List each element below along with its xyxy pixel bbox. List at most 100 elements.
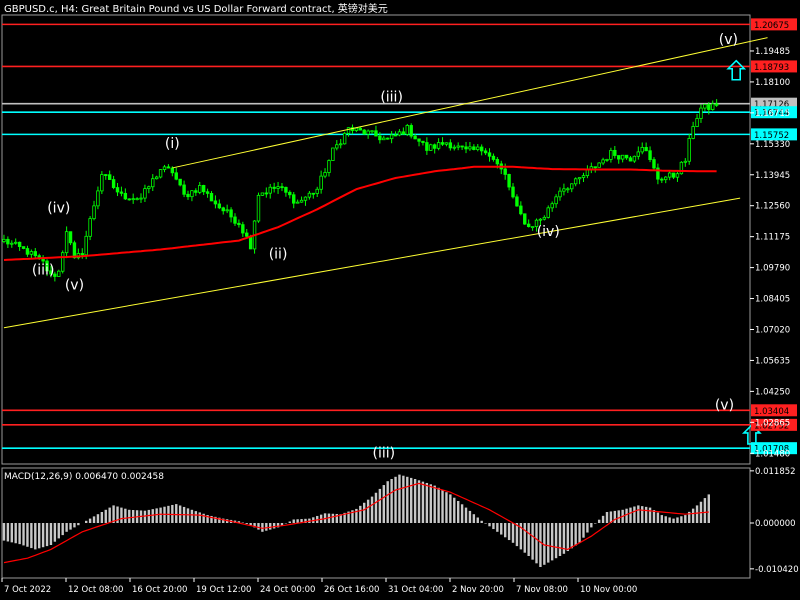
level-label: 1.16744 <box>754 109 789 119</box>
wave-label: (v) <box>65 278 84 294</box>
wave-label: (iii) <box>32 263 55 279</box>
candle-body <box>96 190 100 207</box>
candle-body <box>315 188 319 194</box>
wave-label: (v) <box>719 32 738 48</box>
candle-body <box>452 146 456 149</box>
candle-body <box>374 130 378 137</box>
wave-label: (iii) <box>372 445 395 461</box>
candle-body <box>327 160 331 173</box>
candle-body <box>335 144 339 149</box>
candle-body <box>526 223 531 228</box>
candle-body <box>225 209 229 212</box>
candle-body <box>29 251 34 255</box>
candle-body <box>299 199 304 203</box>
level-label: 1.20675 <box>754 21 789 31</box>
x-tick-label: 7 Nov 08:00 <box>516 585 568 595</box>
candle-body <box>413 135 417 140</box>
candle-body <box>624 154 629 159</box>
level-label: 1.02752 <box>754 421 789 431</box>
candle-body <box>464 146 468 150</box>
candle-body <box>703 104 707 109</box>
candle-body <box>147 186 151 189</box>
candle-body <box>10 242 14 245</box>
candle-body <box>679 161 684 175</box>
candle-body <box>562 188 566 192</box>
candle-body <box>393 134 398 137</box>
candle-body <box>68 231 73 244</box>
candle-body <box>386 137 390 140</box>
candle-body <box>80 253 84 256</box>
candle-body <box>60 252 65 272</box>
y-tick-label: 1.08405 <box>755 295 790 305</box>
candle-body <box>460 145 464 148</box>
candle-body <box>542 216 547 220</box>
wave-label: (ii) <box>269 246 288 262</box>
x-tick-label: 7 Oct 2022 <box>4 585 51 595</box>
candle-body <box>667 172 672 178</box>
candle-body <box>280 186 284 189</box>
candle-body <box>405 125 409 135</box>
candle-body <box>158 169 163 178</box>
candle-body <box>617 155 621 160</box>
candle-body <box>33 251 37 257</box>
x-tick-label: 24 Oct 00:00 <box>260 585 315 595</box>
candle-body <box>573 178 578 185</box>
candle-body <box>151 178 155 188</box>
candle-body <box>519 205 523 215</box>
candle-body <box>707 104 711 110</box>
y-tick-label: 1.16715 <box>755 109 790 119</box>
candle-body <box>311 192 316 195</box>
candle-body <box>182 184 186 195</box>
moving-average-line <box>3 165 717 261</box>
candle-body <box>687 138 691 162</box>
candle-body <box>104 174 108 176</box>
candle-body <box>389 134 394 140</box>
candle-body <box>366 130 370 135</box>
candle-body <box>53 273 57 277</box>
level-tag <box>751 128 797 141</box>
candle-body <box>503 168 507 175</box>
level-label: 1.01708 <box>754 445 789 455</box>
candle-body <box>620 154 625 160</box>
candle-body <box>515 196 519 207</box>
candle-body <box>119 191 124 194</box>
y-tick-label: 1.18100 <box>755 78 790 88</box>
candle-body <box>14 241 18 244</box>
candle-body <box>382 137 386 141</box>
candle-body <box>691 126 695 139</box>
candle-body <box>17 241 22 248</box>
candle-body <box>652 159 656 169</box>
candle-body <box>378 135 382 141</box>
candle-body <box>213 200 218 205</box>
candle-body <box>397 131 402 136</box>
candle-body <box>714 103 719 106</box>
candle-body <box>346 127 351 134</box>
candle-body <box>472 146 476 150</box>
wave-label: (iii) <box>380 90 403 106</box>
candle-body <box>72 242 77 259</box>
candle-body <box>683 160 688 163</box>
candle-body <box>358 127 362 131</box>
candle-body <box>429 144 433 151</box>
up-arrow-icon <box>726 59 747 81</box>
candle-body <box>605 158 609 161</box>
level-tag <box>751 18 797 31</box>
x-tick-label: 12 Oct 08:00 <box>68 585 123 595</box>
candle-body <box>585 169 590 177</box>
candle-body <box>154 176 159 180</box>
candle-body <box>131 198 135 201</box>
candle-body <box>417 138 421 142</box>
level-tag <box>751 60 797 73</box>
candle-body <box>45 260 49 272</box>
candle-body <box>660 178 664 181</box>
wave-label: (iv) <box>47 201 70 217</box>
candle-body <box>577 177 582 180</box>
y-tick-label: 1.04250 <box>755 387 790 397</box>
candle-body <box>664 176 668 181</box>
candle-body <box>476 146 480 150</box>
candle-body <box>237 222 241 226</box>
candle-body <box>609 149 613 160</box>
candle-body <box>2 238 6 242</box>
macd-y-tick-label: -0.010420 <box>755 565 799 575</box>
candle-body <box>440 142 445 145</box>
